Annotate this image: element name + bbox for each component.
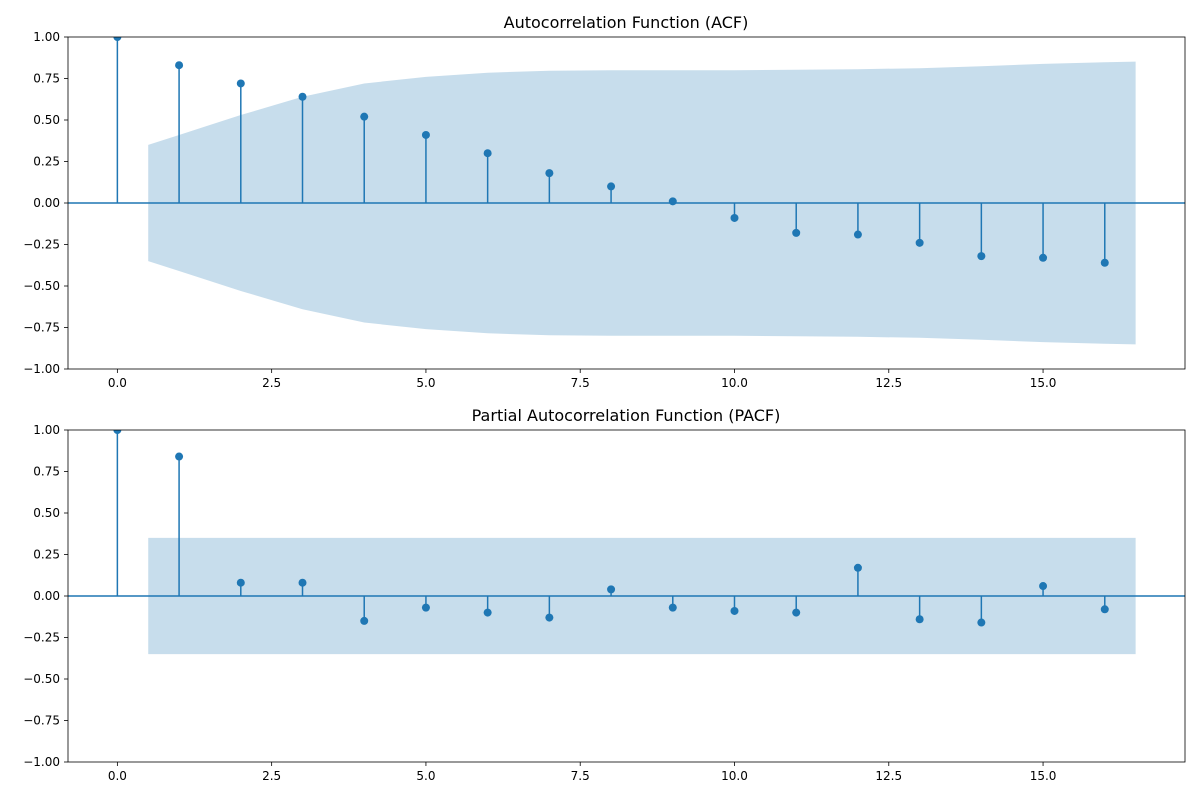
pacf-x-tick-label: 12.5	[875, 769, 902, 783]
pacf-marker-lag-3	[298, 578, 307, 587]
acf-marker-lag-4	[360, 112, 369, 121]
acf-x-tick-label: 7.5	[571, 376, 590, 390]
acf-y-tick-label: 0.75	[33, 72, 60, 86]
acf-title: Autocorrelation Function (ACF)	[504, 13, 749, 32]
pacf-marker-lag-15	[1039, 582, 1048, 591]
acf-x-tick-label: 2.5	[262, 376, 281, 390]
pacf-marker-lag-6	[483, 608, 492, 617]
acf-marker-lag-16	[1100, 258, 1109, 267]
acf-panel: Autocorrelation Function (ACF) 0.0 2.5 5.0…	[23, 13, 1186, 390]
pacf-y-tick-label: −1.00	[23, 755, 60, 769]
pacf-marker-lag-0	[113, 430, 122, 434]
acf-y-tick-label: 0.25	[33, 155, 60, 169]
pacf-title: Partial Autocorrelation Function (PACF)	[472, 406, 781, 425]
acf-marker-lag-13	[915, 238, 924, 247]
pacf-marker-lag-13	[915, 615, 924, 624]
acf-x-tick-label: 12.5	[875, 376, 902, 390]
acf-y-tick-label: −0.75	[23, 321, 60, 335]
pacf-marker-lag-16	[1100, 605, 1109, 614]
acf-x-tick-label: 0.0	[108, 376, 127, 390]
acf-y-tick-label: 0.00	[33, 196, 60, 210]
pacf-marker-lag-9	[668, 603, 677, 612]
acf-marker-lag-0	[113, 37, 122, 41]
acf-marker-lag-3	[298, 92, 307, 101]
pacf-y-tick-label: 0.75	[33, 465, 60, 479]
acf-marker-lag-5	[421, 130, 430, 139]
acf-marker-lag-10	[730, 213, 739, 222]
pacf-marker-lag-5	[421, 603, 430, 612]
pacf-x-tick-label: 15.0	[1030, 769, 1057, 783]
pacf-marker-lag-10	[730, 606, 739, 615]
pacf-marker-lag-2	[236, 578, 245, 587]
pacf-marker-lag-14	[977, 618, 986, 627]
pacf-plot-content	[68, 430, 1185, 655]
pacf-x-tick-label: 10.0	[721, 769, 748, 783]
acf-marker-lag-2	[236, 79, 245, 88]
pacf-y-tick-label: 0.50	[33, 506, 60, 520]
pacf-plot-area: 0.0 2.5 5.0 7.5 10.0 12.5 15.0 −1.00 −0.75 −0.50 −…	[23, 423, 1186, 783]
pacf-marker-lag-11	[792, 608, 801, 617]
acf-y-tick-label: −1.00	[23, 362, 60, 376]
acf-y-tick-label: 0.50	[33, 113, 60, 127]
pacf-x-tick-label: 5.0	[416, 769, 435, 783]
acf-x-tick-label: 10.0	[721, 376, 748, 390]
pacf-y-tick-label: −0.50	[23, 672, 60, 686]
acf-marker-lag-14	[977, 252, 986, 261]
pacf-marker-lag-1	[175, 452, 184, 461]
pacf-y-tick-label: 0.25	[33, 548, 60, 562]
acf-y-tick-label: −0.50	[23, 279, 60, 293]
acf-marker-lag-1	[175, 61, 184, 70]
acf-marker-lag-11	[792, 228, 801, 237]
acf-marker-lag-6	[483, 149, 492, 158]
pacf-y-tick-label: −0.25	[23, 631, 60, 645]
pacf-x-tick-label: 7.5	[571, 769, 590, 783]
acf-marker-lag-15	[1039, 253, 1048, 262]
acf-x-tick-label: 5.0	[416, 376, 435, 390]
acf-y-tick-label: 1.00	[33, 30, 60, 44]
acf-y-tick-label: −0.25	[23, 238, 60, 252]
pacf-marker-lag-12	[853, 563, 862, 572]
pacf-x-tick-label: 2.5	[262, 769, 281, 783]
pacf-y-tick-label: 1.00	[33, 423, 60, 437]
acf-marker-lag-8	[607, 182, 616, 191]
acf-x-tick-label: 15.0	[1030, 376, 1057, 390]
acf-marker-lag-9	[668, 197, 677, 206]
pacf-panel: Partial Autocorrelation Function (PACF) …	[23, 406, 1186, 783]
pacf-y-tick-label: −0.75	[23, 714, 60, 728]
acf-marker-lag-12	[853, 230, 862, 239]
pacf-x-tick-label: 0.0	[108, 769, 127, 783]
pacf-marker-lag-8	[607, 585, 616, 594]
pacf-marker-lag-7	[545, 613, 554, 622]
pacf-y-tick-label: 0.00	[33, 589, 60, 603]
pacf-marker-lag-4	[360, 616, 369, 625]
acf-plot-area: 0.0 2.5 5.0 7.5 10.0 12.5 15.0 −1.00 −0.75 −0.50 −…	[23, 30, 1186, 390]
acf-plot-content	[68, 37, 1185, 345]
acf-marker-lag-7	[545, 169, 554, 178]
